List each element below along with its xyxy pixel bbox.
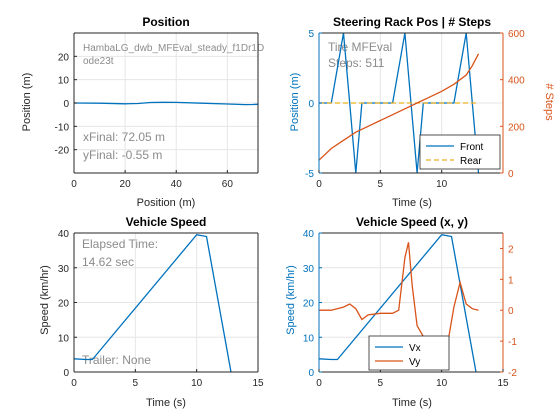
position-ytick-label: -10 [55,122,70,133]
position-annotation-model: HambaLG_dwb_MFEval_steady_f1Dr1D [83,43,264,54]
speedxy-ytick-label: 10 [303,333,315,344]
speedxy-legend-label: Vx [409,343,421,354]
position-xtick-label: 60 [222,179,234,190]
speed-ytick-label: 30 [58,264,70,275]
speed-xtick-label: 0 [71,378,77,389]
position-series-0 [73,101,259,106]
speedxy-ytick-right-label: 2 [508,244,514,255]
steering-legend-box [419,134,501,170]
steering-chart-title: Steering Rack Pos | # Steps [333,15,491,29]
speed-annotation-elapsed: Elapsed Time: [82,237,158,251]
speed-annotation-trailer: Trailer: None [82,353,151,367]
steering-legend-label: Front [460,142,484,153]
position-chart-ylabel: Position (m) [21,73,33,132]
speedxy-xtick-label: 10 [436,378,448,389]
speed-xtick-label: 15 [252,378,264,389]
position-xtick-label: 40 [171,179,183,190]
speed-axes: 0 5 10 15 0 10 20 30 40 [58,229,264,389]
steering-ytick-label: 5 [308,29,314,40]
speed-ytick-label: 0 [63,368,69,379]
position-ytick-label: 10 [58,76,70,87]
speed-ytick-label: 20 [58,299,70,310]
speedxy-xtick-label: 5 [378,378,384,389]
position-chart-title: Position [142,15,189,29]
steering-ytick-label: 0 [308,99,314,110]
speedxy-ytick-label: 30 [303,264,315,275]
steering-ytick-label: -5 [305,169,314,180]
steering-ytick-right-label: 400 [508,76,525,87]
speedxy-ytick-label: 40 [303,229,315,240]
speedxy-chart-xlabel: Time (s) [392,397,432,409]
speedxy-ytick-right-label: 1 [508,275,514,286]
position-ytick-label: -20 [55,146,70,157]
speedxy-chart-ylabel: Speed (km/hr) [285,265,297,335]
steering-ytick-right-label: 200 [508,122,525,133]
speedxy-ytick-label: 0 [308,368,314,379]
speed-xtick-label: 10 [191,378,203,389]
steering-chart-xlabel: Time (s) [392,197,432,209]
speed-annotation-time: 14.62 sec [82,255,134,269]
speedxy-ytick-label: 20 [303,299,315,310]
speedxy-xtick-label: 15 [497,378,509,389]
speed-series-0 [73,233,232,373]
position-axes: 0 20 40 60 -20 -10 0 10 20 [55,32,259,190]
steering-chart-ylabel: Position (m) [289,73,301,132]
steering-series--steps [318,53,480,161]
speedxy-ytick-right-label: -2 [508,368,517,379]
speedxy-series-vx [318,233,477,373]
speed-grid [73,232,259,373]
steering-annotation-tire: Tire MFEval [328,40,392,54]
speedxy-series-group [318,233,479,373]
speed-ytick-label: 10 [58,333,70,344]
position-chart-xlabel: Position (m) [137,197,196,209]
steering-xtick-label: 0 [316,179,322,190]
position-ytick-label: 0 [63,99,69,110]
speed-chart-ylabel: Speed (km/hr) [39,265,51,335]
position-annotation-xfinal: xFinal: 72.05 m [83,130,165,144]
speedxy-legend-box [368,335,450,371]
position-xtick-label: 20 [120,179,132,190]
position-ytick-label: 20 [58,52,70,63]
position-annotation-yfinal: yFinal: -0.55 m [83,148,162,162]
steering-chart-ylabel-right: # Steps [543,83,555,121]
steering-xtick-label: 10 [436,179,448,190]
speed-chart-title: Vehicle Speed [126,215,207,229]
speed-ytick-label: 40 [58,229,70,240]
speedxy-ytick-right-label: 0 [508,306,514,317]
speedxy-chart-title: Vehicle Speed (x, y) [356,215,468,229]
steering-legend-label: Rear [460,156,482,167]
speed-series-group [73,233,232,373]
steering-ytick-right-label: 0 [508,169,514,180]
speedxy-series-vy [319,242,479,344]
steering-annotation-steps: Steps: 511 [328,56,385,70]
steering-chart: Steering Rack Pos | # Steps Time (s) Pos… [289,15,555,209]
steering-xtick-label: 5 [378,179,384,190]
position-annotation-solver: ode23t [83,56,114,67]
speed-xtick-label: 5 [133,378,139,389]
speedxy-legend: Vx Vy [368,335,450,371]
speed-chart-xlabel: Time (s) [146,397,186,409]
speedxy-xtick-label: 0 [316,378,322,389]
speedxy-chart: Vehicle Speed (x, y) Time (s) Speed (km/… [285,215,517,409]
speedxy-ytick-right-label: -1 [508,337,517,348]
speedxy-legend-label: Vy [409,357,420,368]
speed-chart: Vehicle Speed Time (s) Speed (km/hr) Ela… [39,215,264,409]
speedxy-axes: 0 5 10 15 0 10 20 30 40 -2 -1 0 1 2 [303,229,517,389]
steering-ytick-right-label: 600 [508,29,525,40]
steering-legend: Front Rear [419,134,501,170]
position-xtick-label: 0 [71,179,77,190]
position-series-group [73,101,259,106]
position-chart: Position Position (m) Position (m) Hamba… [21,15,264,209]
